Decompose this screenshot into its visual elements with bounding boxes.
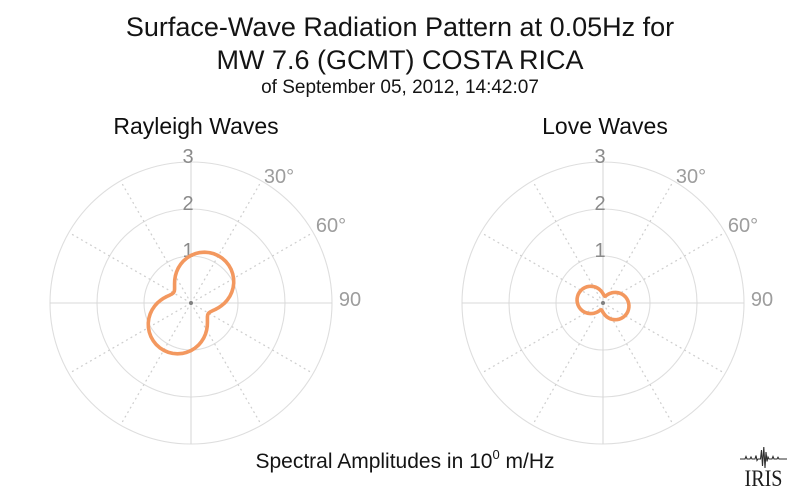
r-tick-label: 1: [182, 240, 193, 262]
dotted-radial-line: [193, 180, 263, 299]
dotted-radial-line: [119, 180, 189, 299]
caption-exponent: 0: [492, 447, 500, 462]
love-plot-title: Love Waves: [542, 113, 668, 139]
dotted-radial-line: [193, 307, 263, 426]
caption-prefix: Spectral Amplitudes in 10: [255, 450, 493, 473]
angle-label: 60°: [728, 215, 758, 237]
seismogram-icon: [740, 446, 787, 469]
angle-label: 30°: [676, 166, 706, 188]
amplitude-caption: Spectral Amplitudes in 100 m/Hz: [0, 447, 800, 474]
r-tick-label: 2: [594, 193, 605, 215]
dotted-radial-line: [195, 305, 314, 375]
dotted-radial-line: [119, 307, 189, 426]
r-tick-label: 3: [182, 146, 193, 168]
dotted-radial-line: [531, 307, 601, 426]
angle-label: 60°: [316, 215, 346, 237]
dotted-radial-line: [607, 231, 726, 301]
love-polar-plot: 1 2 3 30° 60° 90°: [461, 146, 773, 445]
rayleigh-polar-plot: 1 2 3 30° 60° 90°: [49, 146, 361, 445]
radiation-pattern-curve: [575, 284, 631, 322]
center-dot: [189, 301, 193, 305]
dotted-radial-line: [605, 180, 675, 299]
dotted-radial-line: [68, 231, 187, 301]
dotted-radial-line: [531, 180, 601, 299]
rayleigh-plot-title: Rayleigh Waves: [113, 113, 279, 139]
r-tick-label: 2: [182, 193, 193, 215]
figure-title-line1: Surface-Wave Radiation Pattern at 0.05Hz…: [125, 12, 675, 42]
figure-subtitle: of September 05, 2012, 14:42:07: [261, 77, 539, 98]
iris-logo-text: IRIS: [745, 466, 783, 491]
dotted-radial-line: [68, 305, 187, 375]
dotted-radial-line: [605, 307, 675, 426]
caption-suffix: m/Hz: [499, 450, 555, 473]
iris-logo-svg: IRIS: [740, 446, 787, 491]
iris-logo: IRIS: [732, 443, 796, 493]
figure-title-line2: MW 7.6 (GCMT) COSTA RICA: [216, 45, 584, 75]
angle-label: 30°: [264, 166, 294, 188]
dotted-radial-line: [480, 305, 599, 375]
dotted-radial-line: [480, 231, 599, 301]
angle-label: 90°: [751, 289, 773, 311]
r-tick-label: 3: [594, 146, 605, 168]
angle-label: 90°: [339, 289, 361, 311]
center-dot: [601, 301, 605, 305]
r-tick-label: 1: [594, 240, 605, 262]
dotted-radial-line: [195, 231, 314, 301]
radiation-pattern-curve: [146, 250, 236, 356]
dotted-radial-line: [607, 305, 726, 375]
